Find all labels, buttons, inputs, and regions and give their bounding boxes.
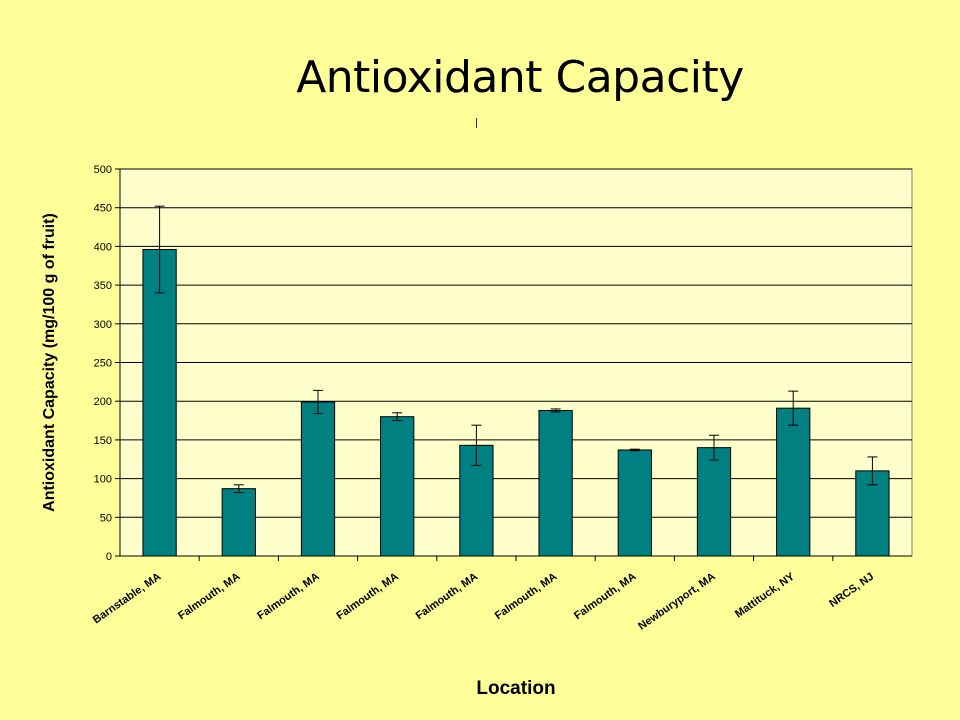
category-label: Mattituck, NY [733,570,797,620]
y-tick-label: 0 [106,551,112,563]
bar [221,488,256,557]
text-cursor-mark [476,118,477,128]
y-tick-label: 150 [94,435,112,447]
gridlines [120,168,912,518]
y-tick-label: 50 [100,512,112,524]
category-label: Falmouth, MA [493,571,559,623]
category-labels: Barnstable, MA Falmouth, MA Falmouth, MA Fa… [91,570,876,632]
y-axis-title: Antioxidant Capacity (mg/100 g of fruit) [41,213,58,512]
category-label: Falmouth, MA [334,571,400,623]
bar [538,409,573,557]
y-tick-label: 300 [94,319,112,331]
y-tick-label: 400 [94,241,112,253]
bar [380,416,415,557]
bar [696,447,732,557]
error-bars [154,205,878,494]
category-label: Falmouth, MA [176,571,242,623]
y-tick-label: 200 [94,396,112,408]
category-label: Newburyport, MA [636,571,718,633]
bar [617,449,652,557]
category-label: Falmouth, MA [255,571,321,623]
bars [142,248,890,557]
category-label: Falmouth, MA [572,571,638,623]
bar [300,401,336,557]
category-label: Barnstable, MA [91,571,164,627]
y-tick-label: 350 [94,280,112,292]
bar [776,407,811,557]
y-tick-label: 100 [94,474,112,486]
slide-title: Antioxidant Capacity [296,52,744,103]
category-label: Falmouth, MA [414,571,480,623]
x-axis-title: Location [476,678,555,699]
category-label: NRCS, NJ [827,571,876,610]
bar [142,248,177,557]
y-tick-label: 500 [94,164,112,176]
y-tick-label: 250 [94,358,112,370]
y-tick-label: 450 [94,203,112,215]
